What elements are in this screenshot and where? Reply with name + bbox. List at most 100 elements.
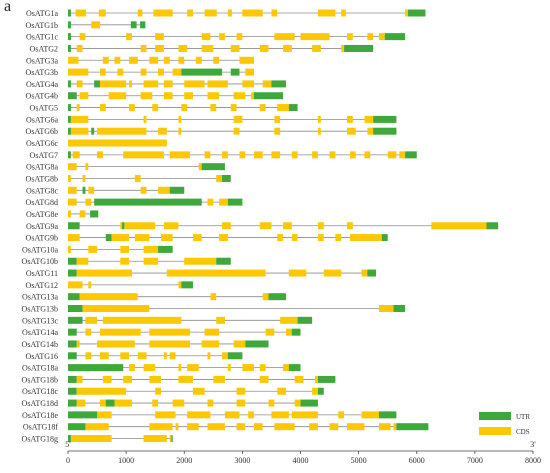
utr-block xyxy=(291,328,301,336)
utr-block xyxy=(68,435,71,443)
cds-block xyxy=(76,340,80,348)
gene-label: OsATG1b xyxy=(26,21,58,30)
cds-block xyxy=(97,340,135,348)
cds-block xyxy=(68,198,77,206)
cds-block xyxy=(79,293,138,301)
utr-block xyxy=(68,293,80,301)
cds-block xyxy=(140,44,147,52)
utr-block xyxy=(68,104,71,112)
x-axis: 0 1000 2000 3000 4000 5000 6000 7000 8000 5' 3' xyxy=(65,440,541,465)
cds-block xyxy=(317,234,324,242)
cds-block xyxy=(349,151,356,159)
utr-block xyxy=(68,423,86,431)
cds-block xyxy=(361,269,368,277)
cds-block xyxy=(149,375,161,383)
gene-label: OsATG6a xyxy=(26,115,58,124)
cds-block xyxy=(102,316,182,324)
utr-block xyxy=(227,352,243,360)
cds-block xyxy=(143,364,156,372)
cds-block xyxy=(99,104,106,112)
gene-label: OsATG6b xyxy=(26,127,58,136)
gene-row: OsATG14b xyxy=(22,340,269,349)
gene-row: OsATG10a xyxy=(22,245,173,254)
tick-label: 2000 xyxy=(176,456,192,465)
cds-block xyxy=(137,9,143,17)
cds-block xyxy=(288,269,307,277)
cds-block xyxy=(236,399,246,407)
utr-block xyxy=(68,151,71,159)
cds-block xyxy=(169,435,172,443)
cds-block xyxy=(198,163,202,171)
gene-row: OsATG3b xyxy=(26,68,254,77)
gene-label: OsATG9b xyxy=(26,234,58,243)
cds-block xyxy=(120,257,130,265)
cds-block xyxy=(76,44,83,52)
cds-block xyxy=(68,68,89,76)
utr-block xyxy=(105,234,112,242)
cds-block xyxy=(259,375,269,383)
cds-block xyxy=(85,328,92,336)
gene-row: OsATG18g xyxy=(22,435,173,444)
gene-row: OsATG3a xyxy=(26,56,254,65)
cds-block xyxy=(361,411,379,419)
cds-block xyxy=(72,151,80,159)
cds-block xyxy=(79,33,86,41)
gene-row: OsATG7 xyxy=(30,151,417,160)
cds-block xyxy=(76,257,89,265)
cds-block xyxy=(76,80,83,88)
gene-label: OsATG1c xyxy=(26,33,58,42)
cds-block xyxy=(163,92,173,100)
utr-block xyxy=(82,186,86,194)
cds-block xyxy=(300,33,330,41)
gene-row: OsATG16 xyxy=(26,352,243,361)
gene-label: OsATG18c xyxy=(22,387,58,396)
cds-block xyxy=(236,33,243,41)
gene-label: OsATG18g xyxy=(22,435,58,444)
utr-legend-label: UTR xyxy=(516,413,530,421)
tick-label: 7000 xyxy=(467,456,483,465)
utr-block xyxy=(230,68,240,76)
cds-block xyxy=(108,92,127,100)
cds-block xyxy=(283,364,289,372)
cds-block xyxy=(329,423,339,431)
utr-block xyxy=(90,210,99,218)
cds-block xyxy=(192,387,205,395)
cds-block xyxy=(210,293,217,301)
gene-row: OsATG8d xyxy=(26,198,243,207)
utr-block xyxy=(227,198,243,206)
cds-block xyxy=(274,33,295,41)
utr-block xyxy=(254,92,284,100)
cds-block xyxy=(70,127,89,135)
cds-block xyxy=(82,174,86,182)
cds-block xyxy=(317,127,321,135)
utr-block xyxy=(68,92,77,100)
cds-block xyxy=(68,139,167,147)
utr-block xyxy=(317,375,336,383)
cds-block xyxy=(294,399,301,407)
cds-block xyxy=(248,411,254,419)
utr-block xyxy=(68,80,71,88)
utr-block xyxy=(268,293,286,301)
cds-block xyxy=(99,80,127,88)
cds-block xyxy=(184,80,205,88)
utr-block xyxy=(68,257,77,265)
gene-label: OsATG18a xyxy=(22,364,58,373)
cds-block xyxy=(149,328,191,336)
cds-block xyxy=(99,68,106,76)
cds-block xyxy=(163,80,173,88)
cds-block xyxy=(291,411,318,419)
gene-label: OsATG7 xyxy=(30,151,58,160)
cds-block xyxy=(239,151,246,159)
gene-row: OsATG18a xyxy=(22,364,301,373)
cds-block xyxy=(230,44,240,52)
cds-block xyxy=(187,364,199,372)
cds-block xyxy=(207,399,214,407)
cds-block xyxy=(233,92,246,100)
utr-block xyxy=(122,222,125,230)
tick-label: 5000 xyxy=(351,456,367,465)
cds-block xyxy=(347,222,353,230)
cds-block xyxy=(367,127,374,135)
gene-row: OsATG12 xyxy=(26,281,193,290)
tick-label: 6000 xyxy=(409,456,425,465)
cds-block xyxy=(134,234,150,242)
